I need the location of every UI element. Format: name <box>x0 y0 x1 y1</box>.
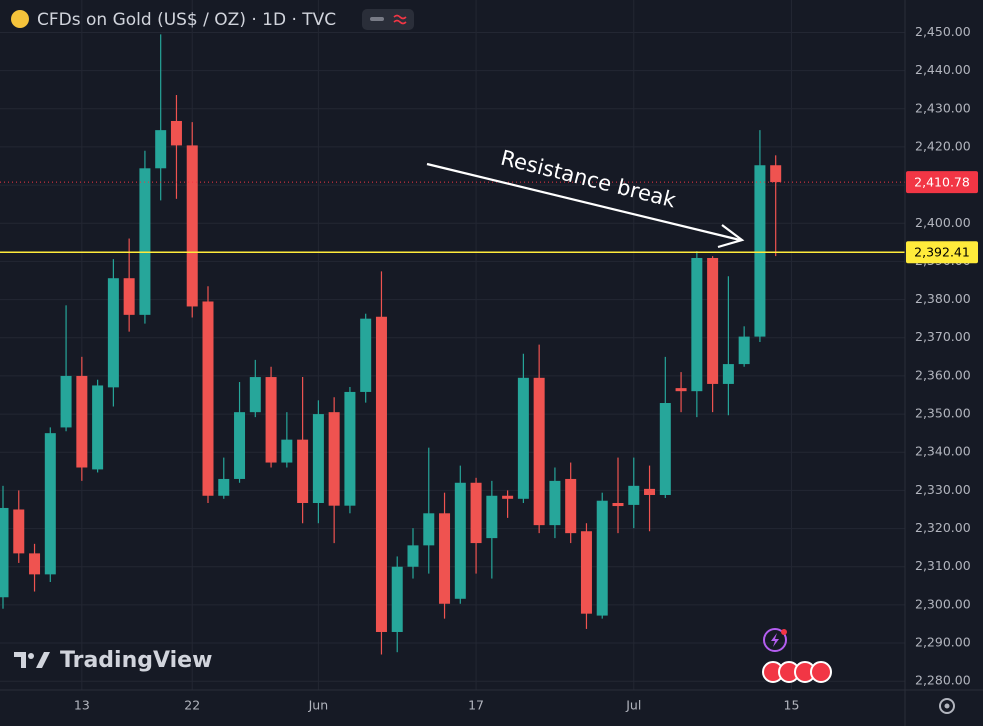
candle-body <box>60 375 72 428</box>
axes: 2,280.00 2,290.00 2,300.00 2,310.00 2,320.00… <box>74 24 978 713</box>
candle-body <box>675 388 687 392</box>
candle-body <box>612 502 624 507</box>
y-tick-label: 2,370.00 <box>915 329 971 344</box>
y-tick-label: 2,290.00 <box>915 635 971 650</box>
event-dot <box>781 629 787 635</box>
candle-body <box>770 165 782 183</box>
y-tick-label: 2,280.00 <box>915 673 971 688</box>
candle-body <box>218 478 230 496</box>
candle-body <box>707 257 719 384</box>
chart-title: CFDs on Gold (US$ / OZ) · 1D · TVC <box>37 10 336 30</box>
candle-body <box>659 403 671 495</box>
candle-body <box>123 278 135 315</box>
watermark: TradingView <box>60 648 212 673</box>
y-tick-label: 2,300.00 <box>915 596 971 611</box>
x-tick-label: 22 <box>184 698 200 713</box>
x-tick-label: Jul <box>625 698 641 713</box>
y-tick-label: 2,450.00 <box>915 24 971 39</box>
candle-body <box>738 336 750 365</box>
candle-body <box>470 482 482 544</box>
candle-body <box>297 439 309 503</box>
candle-body <box>533 377 545 526</box>
y-tick-label: 2,420.00 <box>915 138 971 153</box>
y-tick-label: 2,440.00 <box>915 62 971 77</box>
annotation-arrow <box>426 162 741 242</box>
status-badge[interactable] <box>362 9 414 30</box>
candle-body <box>391 566 403 632</box>
candle-body <box>13 509 25 554</box>
price-label: 2,392.41 <box>914 245 970 260</box>
candle-body <box>454 482 466 599</box>
candle-body <box>580 531 592 614</box>
candle-body <box>155 130 167 169</box>
y-tick-label: 2,340.00 <box>915 444 971 459</box>
candle-body <box>29 553 41 575</box>
y-tick-label: 2,430.00 <box>915 100 971 115</box>
settings-button[interactable] <box>939 698 955 714</box>
candle-body <box>439 513 451 604</box>
candle-body <box>202 301 214 496</box>
candle-body <box>312 414 324 503</box>
candle-body <box>722 364 734 384</box>
x-tick-label: 15 <box>784 698 800 713</box>
candle-body <box>502 495 514 499</box>
candle-body <box>328 412 340 506</box>
candle-body <box>754 165 766 337</box>
status-icon <box>393 14 407 25</box>
candle-body <box>186 145 198 307</box>
candle-body <box>407 545 419 567</box>
candle-body <box>423 513 435 546</box>
y-tick-label: 2,360.00 <box>915 367 971 382</box>
candle-body <box>360 318 372 392</box>
y-tick-label: 2,400.00 <box>915 215 971 230</box>
price-label-box <box>906 241 978 264</box>
event-icon[interactable] <box>763 628 787 652</box>
price-label-box <box>906 171 978 194</box>
price-label: 2,410.78 <box>914 175 970 190</box>
candle-body <box>44 433 56 575</box>
candle-body <box>0 507 9 598</box>
y-tick-label: 2,380.00 <box>915 291 971 306</box>
candle-body <box>486 495 498 539</box>
candle-body <box>375 316 387 632</box>
candle-body <box>234 412 246 479</box>
event-icon <box>771 633 779 647</box>
candle-body <box>265 377 277 463</box>
candle-body <box>517 377 529 499</box>
x-tick-label: 17 <box>468 698 484 713</box>
grid <box>0 0 905 690</box>
candle-body <box>170 120 182 146</box>
annotation-arrowhead <box>717 224 745 249</box>
candle-body <box>344 391 356 506</box>
candle-body <box>596 500 608 616</box>
candle-body <box>281 439 293 463</box>
y-tick-label: 2,330.00 <box>915 482 971 497</box>
candle-body <box>628 485 640 505</box>
x-tick-label: Jun <box>308 698 329 713</box>
candle-body <box>249 377 261 413</box>
settings-icon <box>944 703 950 709</box>
candle-body <box>565 478 577 534</box>
candles <box>0 34 905 655</box>
candle-body <box>644 488 656 495</box>
candle-body <box>549 480 561 526</box>
candle-body <box>92 385 104 470</box>
y-tick-label: 2,320.00 <box>915 520 971 535</box>
y-tick-label: 2,310.00 <box>915 558 971 573</box>
candle-body <box>107 278 119 388</box>
y-tick-label: 2,350.00 <box>915 406 971 421</box>
watermark-logo <box>14 652 50 668</box>
economic-events[interactable] <box>762 661 832 683</box>
candle-body <box>691 257 703 392</box>
symbol-logo <box>11 10 29 28</box>
x-tick-label: 13 <box>74 698 90 713</box>
candle-body <box>139 168 151 315</box>
status-icon <box>370 17 384 21</box>
candle-body <box>76 375 88 468</box>
